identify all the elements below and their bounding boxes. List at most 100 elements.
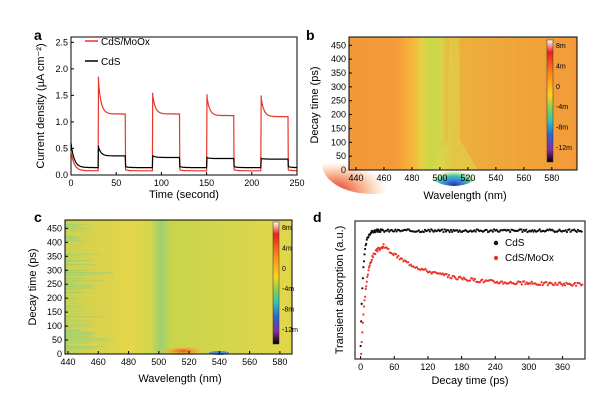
panel-d-x-tick-label: 60 [389,362,399,372]
data-point-cdsmoox [562,284,564,286]
data-point-cdsmoox [523,280,525,282]
data-point-cds [366,239,368,241]
noise-streak [65,302,95,303]
legend-label-cdsmoox: CdS/MoOx [101,37,150,48]
panel-d-x-tick-label: 300 [521,362,536,372]
panel-b-colorbar-tick-label: 8m [556,43,566,50]
noise-streak [65,344,97,345]
data-point-cdsmoox [372,256,374,258]
panel-c-colorbar [273,222,279,344]
data-point-cdsmoox [367,274,369,276]
data-point-cds [367,236,369,238]
noise-streak [65,308,80,309]
panel-c-heatmap-base [65,220,292,354]
noise-streak [65,284,93,285]
data-point-cdsmoox [371,259,373,261]
panel-b: b 440 460 480 500 520 540 560 58005010015020025… [306,27,577,202]
noise-streak [65,266,93,267]
panel-c-x-tick-label: 440 [61,357,76,367]
panel-d-x-tick-label: 360 [555,362,570,372]
panel-b-y-tick-label: 100 [331,137,346,147]
panel-c-y-axis-label: Decay time (ps) [27,248,39,325]
panel-d-x-tick-label: 240 [488,362,503,372]
panel-b-x-tick-label: 520 [460,173,475,183]
panel-c-y-tick-label: 300 [47,265,62,275]
panel-b-y-tick-label: 0 [341,165,346,175]
noise-streak [65,234,97,235]
data-point-cds [581,231,583,233]
data-point-cdsmoox [401,258,403,260]
panel-c-y-tick-label: 0 [57,349,62,359]
noise-streak [65,252,110,253]
panel-c-y-tick-label: 350 [47,251,62,261]
noise-streak [65,272,114,273]
data-point-cds [492,231,494,233]
data-point-cdsmoox [450,277,452,279]
noise-streak [65,236,77,237]
panel-b-x-tick-label: 580 [544,173,559,183]
data-point-cdsmoox [457,278,459,280]
noise-streak [65,242,102,243]
panel-label-c: c [34,209,42,225]
panel-d-axes: 0 60 120 180 240 300 360 [358,356,570,372]
data-point-cds [441,228,443,230]
legend-marker-cdsmoox [494,256,498,260]
panel-b-colorbar-tick-label: -12m [556,145,572,152]
noise-streak [65,256,101,257]
noise-streak [65,244,114,245]
noise-streak [65,222,95,223]
noise-streak [65,238,80,239]
data-point-cdsmoox [539,284,541,286]
panel-d-y-axis-label: Transient absorption (a.u.) [334,226,346,355]
noise-streak [65,304,95,305]
data-point-cds [428,229,430,231]
data-point-cds [387,229,389,231]
panel-c-x-tick-label: 460 [91,357,106,367]
panel-c-heatmap [65,220,292,356]
panel-a-legend: CdS/MoOx CdS [85,37,150,68]
panel-b-x-tick-label: 540 [488,173,503,183]
data-point-cds [429,230,431,232]
data-point-cdsmoox [521,283,523,285]
panel-c-y-tick-label: 100 [47,321,62,331]
noise-streak [65,292,81,293]
data-point-cds [521,231,523,233]
noise-streak [65,350,77,351]
data-point-cdsmoox [581,284,583,286]
data-point-cdsmoox [363,305,365,307]
panel-b-y-tick-label: 400 [331,54,346,64]
panel-c-y-tick-label: 250 [47,279,62,289]
data-point-cdsmoox [471,277,473,279]
panel-a-y-tick-label: 1.5 [55,90,68,100]
data-point-cds [364,248,366,250]
data-point-cdsmoox [516,282,518,284]
series-line-cdsmoox [71,77,297,171]
panel-b-colorbar [547,40,553,162]
panel-d-plot-area [360,228,584,355]
data-point-cdsmoox [376,250,378,252]
data-point-cdsmoox [448,274,450,276]
panel-d-x-tick-label: 180 [454,362,469,372]
series-line-cds [71,143,297,167]
panel-c-y-tick-label: 50 [52,335,62,345]
data-point-cds [486,229,488,231]
data-point-cdsmoox [397,255,399,257]
data-point-cds [361,303,363,305]
noise-streak [65,232,84,233]
panel-c-colorbar-tick-label: 0 [282,266,286,273]
panel-c-colorbar-tick-label: 8m [282,225,292,232]
data-point-cds [566,231,568,233]
panel-label-a: a [34,27,42,43]
noise-streak [65,268,84,269]
panel-d-frame [355,221,585,359]
panel-b-colorbar-tick-label: -4m [556,104,568,111]
noise-streak [65,318,104,319]
data-point-cds [363,253,365,255]
data-point-cds [451,231,453,233]
data-point-cds [361,287,363,289]
noise-streak [65,280,104,281]
noise-streak [65,326,93,327]
panel-b-y-tick-label: 200 [331,110,346,120]
panel-a-x-tick-label: 0 [68,178,73,188]
panel-c-x-axis-label: Wavelength (nm) [138,373,221,385]
